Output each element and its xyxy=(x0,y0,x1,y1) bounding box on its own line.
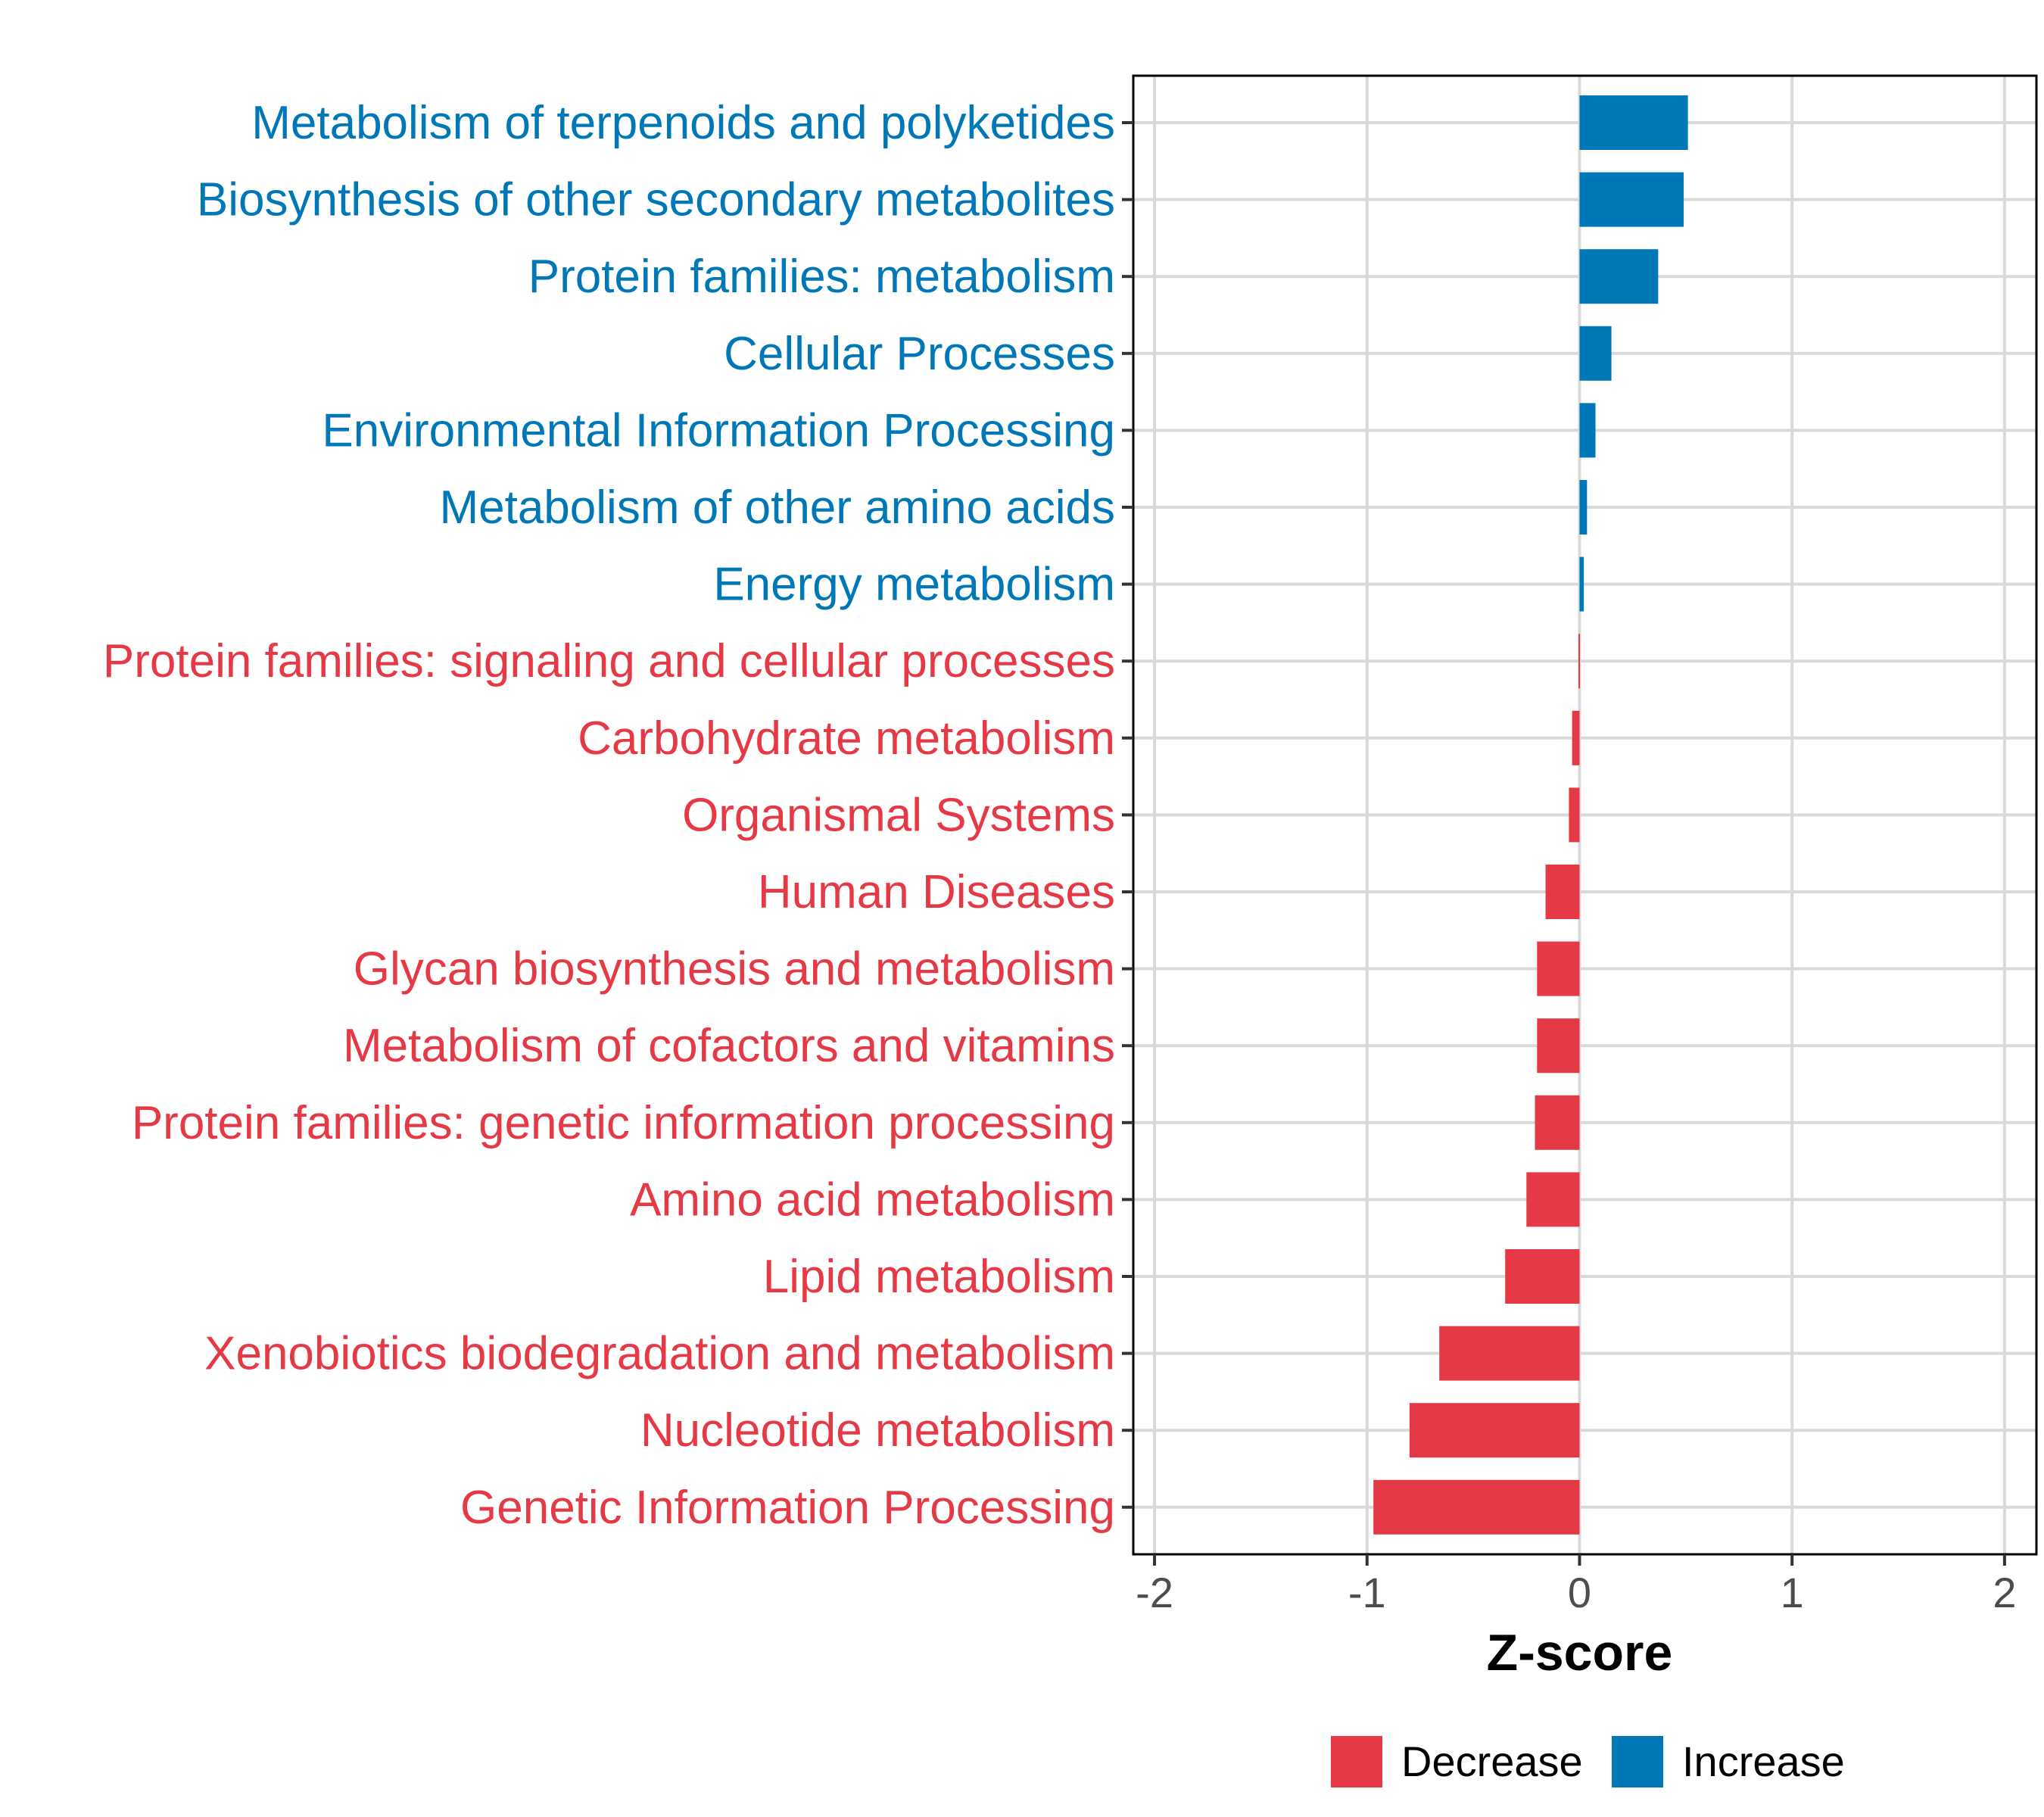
bar xyxy=(1579,480,1588,535)
bar xyxy=(1373,1479,1580,1535)
bar xyxy=(1572,710,1580,765)
x-tick-label: -2 xyxy=(1136,1569,1173,1616)
category-label: Glycan biosynthesis and metabolism xyxy=(354,943,1115,996)
bar xyxy=(1579,172,1684,227)
category-label: Cellular Processes xyxy=(724,328,1115,380)
bar xyxy=(1545,865,1580,919)
x-tick-label: -1 xyxy=(1348,1569,1386,1616)
category-label: Biosynthesis of other secondary metaboli… xyxy=(197,174,1115,226)
category-label: Metabolism of cofactors and vitamins xyxy=(343,1020,1115,1072)
category-label: Protein families: genetic information pr… xyxy=(132,1097,1115,1149)
category-label: Protein families: metabolism xyxy=(528,251,1115,303)
category-label: Amino acid metabolism xyxy=(630,1173,1115,1226)
bar xyxy=(1569,787,1580,843)
bar xyxy=(1439,1326,1580,1381)
category-label: Metabolism of other amino acids xyxy=(439,482,1115,534)
bar xyxy=(1578,634,1581,689)
legend-key-increase xyxy=(1612,1736,1663,1787)
x-axis-title: Z-score xyxy=(1487,1624,1673,1681)
category-label: Xenobiotics biodegradation and metabolis… xyxy=(204,1328,1115,1380)
bar xyxy=(1537,941,1580,996)
bar-layer xyxy=(1373,95,1688,1535)
category-label: Organismal Systems xyxy=(682,789,1115,841)
bar xyxy=(1579,249,1659,304)
bar xyxy=(1537,1018,1580,1074)
category-label: Carbohydrate metabolism xyxy=(578,712,1115,765)
bar xyxy=(1535,1095,1580,1150)
category-label: Nucleotide metabolism xyxy=(640,1404,1115,1457)
category-label: Lipid metabolism xyxy=(763,1251,1115,1303)
category-label: Metabolism of terpenoids and polyketides xyxy=(251,97,1115,149)
category-label: Genetic Information Processing xyxy=(460,1482,1115,1534)
category-label: Protein families: signaling and cellular… xyxy=(103,635,1115,687)
category-label: Human Diseases xyxy=(758,866,1115,918)
legend-label-increase: Increase xyxy=(1682,1738,1845,1785)
bar xyxy=(1409,1403,1580,1458)
bar xyxy=(1579,95,1688,150)
x-tick-label: 2 xyxy=(1993,1569,2016,1616)
x-tick-label: 0 xyxy=(1568,1569,1591,1616)
bar xyxy=(1579,556,1584,612)
x-axis-ticks: -2 -1 0 1 2 xyxy=(1136,1554,2016,1616)
bar xyxy=(1505,1249,1580,1304)
legend: Decrease Increase xyxy=(1331,1736,1845,1787)
bar xyxy=(1579,403,1596,458)
legend-key-decrease xyxy=(1331,1736,1382,1787)
x-tick-label: 1 xyxy=(1781,1569,1804,1616)
legend-label-decrease: Decrease xyxy=(1401,1738,1583,1785)
y-axis-ticks xyxy=(1122,121,1133,1509)
bar xyxy=(1526,1172,1580,1227)
bar xyxy=(1579,326,1612,381)
category-label: Energy metabolism xyxy=(713,559,1115,611)
grid-layer xyxy=(1133,76,2036,1554)
category-label: Environmental Information Processing xyxy=(322,404,1115,457)
category-labels: Metabolism of terpenoids and polyketides… xyxy=(103,97,1115,1534)
